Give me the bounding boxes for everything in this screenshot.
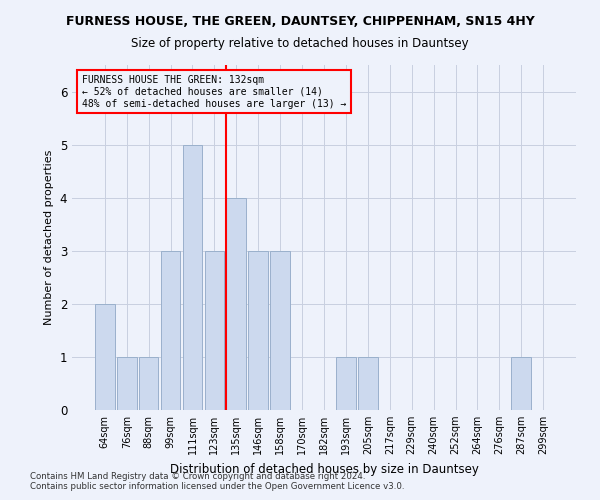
Bar [161, 251, 181, 410]
Text: FURNESS HOUSE THE GREEN: 132sqm
← 52% of detached houses are smaller (14)
48% of: FURNESS HOUSE THE GREEN: 132sqm ← 52% of… [82, 76, 346, 108]
Y-axis label: Number of detached properties: Number of detached properties [44, 150, 54, 325]
Text: Contains HM Land Registry data © Crown copyright and database right 2024.: Contains HM Land Registry data © Crown c… [30, 472, 365, 481]
Text: Contains public sector information licensed under the Open Government Licence v3: Contains public sector information licen… [30, 482, 404, 491]
Bar [95, 304, 115, 410]
Text: Size of property relative to detached houses in Dauntsey: Size of property relative to detached ho… [131, 38, 469, 51]
Text: FURNESS HOUSE, THE GREEN, DAUNTSEY, CHIPPENHAM, SN15 4HY: FURNESS HOUSE, THE GREEN, DAUNTSEY, CHIP… [65, 15, 535, 28]
Bar [248, 251, 268, 410]
Bar [205, 251, 224, 410]
Bar [270, 251, 290, 410]
Bar [358, 357, 378, 410]
X-axis label: Distribution of detached houses by size in Dauntsey: Distribution of detached houses by size … [170, 462, 478, 475]
Bar [139, 357, 158, 410]
Bar [182, 144, 202, 410]
Bar [336, 357, 356, 410]
Bar [511, 357, 531, 410]
Bar [117, 357, 137, 410]
Bar [226, 198, 246, 410]
